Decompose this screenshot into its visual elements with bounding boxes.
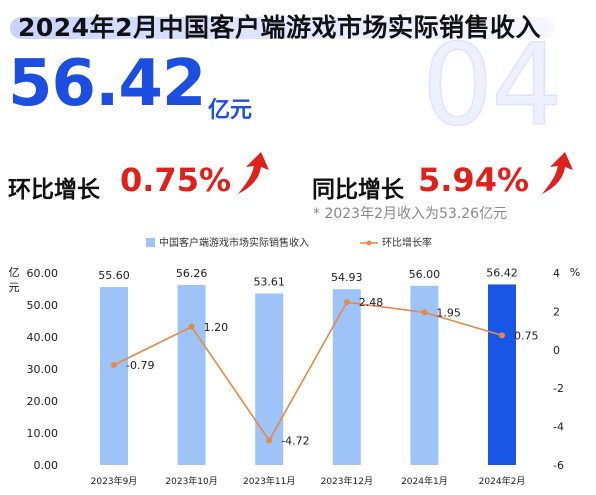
right-tick-label: 0: [553, 344, 560, 357]
left-tick-label: 60.00: [27, 267, 59, 280]
line-value-label: -0.79: [126, 359, 154, 372]
bar-value-label: 53.61: [253, 275, 285, 288]
bar-value-label: 54.93: [331, 271, 363, 284]
left-axis-label: 亿: [9, 266, 20, 279]
right-axis-label: %: [570, 266, 580, 279]
bar: [255, 293, 284, 465]
line-point: [188, 323, 195, 330]
x-tick-label: 2024年1月: [401, 475, 448, 487]
line-value-label: 0.75: [514, 329, 539, 342]
bar: [488, 284, 516, 465]
legend-line-label: 环比增长率: [382, 236, 432, 249]
right-tick-label: -4: [553, 421, 564, 434]
yoy-growth-label: 同比增长: [312, 177, 404, 203]
right-tick-label: 2: [553, 305, 560, 318]
comparison-note: * 2023年2月收入为53.26亿元: [313, 206, 508, 222]
left-tick-label: 40.00: [27, 331, 59, 344]
page-title: 2024年2月中国客户端游戏市场实际销售收入: [18, 13, 541, 42]
line-point: [266, 437, 273, 444]
bar: [177, 284, 206, 465]
left-tick-label: 30.00: [27, 363, 59, 376]
line-value-label: 2.48: [359, 296, 384, 309]
line-point: [499, 332, 505, 339]
yoy-growth-value: 5.94%: [418, 161, 530, 199]
bar: [332, 289, 361, 465]
x-tick-label: 2023年9月: [91, 475, 138, 487]
legend-bar-swatch: [146, 238, 155, 247]
right-tick-label: -6: [553, 459, 564, 472]
title-highlight: [10, 17, 555, 39]
bar-value-label: 56.26: [176, 267, 208, 280]
x-tick-label: 2023年12月: [321, 475, 373, 487]
left-tick-label: 0.00: [34, 459, 59, 472]
revenue-unit: 亿元: [208, 98, 253, 123]
x-tick-label: 2024年2月: [479, 475, 526, 487]
mom-growth-value: 0.75%: [120, 161, 232, 199]
line-point: [343, 299, 350, 306]
background-number: 04: [421, 21, 563, 151]
legend-line-marker: [366, 240, 372, 246]
right-tick-label: 4: [553, 267, 560, 280]
up-arrow-icon: [238, 152, 269, 194]
line-point: [421, 309, 428, 316]
bar-value-label: 55.60: [98, 269, 130, 282]
left-tick-label: 10.00: [27, 427, 59, 440]
bar-value-label: 56.42: [486, 266, 518, 279]
line-point: [111, 361, 117, 368]
x-tick-label: 2023年11月: [243, 475, 295, 487]
line-value-label: 1.95: [436, 306, 461, 319]
bar-value-label: 56.00: [409, 268, 441, 281]
bar: [100, 287, 128, 465]
line-value-label: 1.20: [204, 321, 229, 334]
up-arrow-icon: [542, 152, 573, 194]
revenue-value: 56.42: [8, 47, 206, 121]
growth-rate-line: [113, 301, 503, 442]
line-value-label: -4.72: [281, 434, 309, 447]
legend-bar-label: 中国客户端游戏市场实际销售收入: [159, 236, 309, 249]
title-bar: 2024年2月中国客户端游戏市场实际销售收入: [10, 4, 555, 42]
mom-growth-label: 环比增长: [8, 177, 100, 203]
left-tick-label: 50.00: [27, 299, 59, 312]
left-axis-label: 元: [9, 281, 20, 294]
left-tick-label: 20.00: [27, 395, 59, 408]
x-tick-label: 2023年10月: [165, 475, 217, 487]
right-tick-label: -2: [553, 382, 564, 395]
